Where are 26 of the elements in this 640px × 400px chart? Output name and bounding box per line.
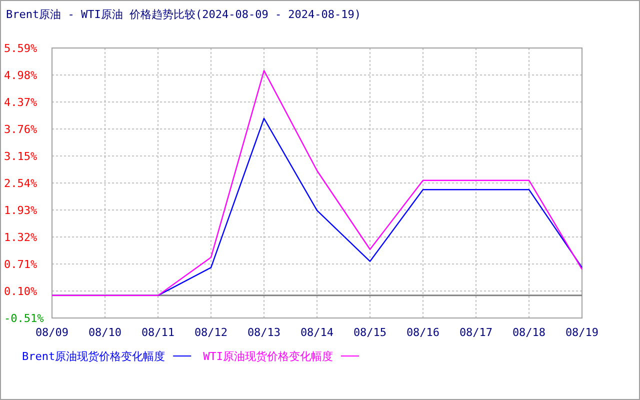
x-tick-label: 08/14 bbox=[300, 326, 334, 339]
x-tick-label: 08/16 bbox=[406, 326, 440, 339]
y-tick-label: 1.32% bbox=[4, 231, 38, 244]
x-tick-label: 08/19 bbox=[565, 326, 599, 339]
line-series bbox=[51, 70, 583, 296]
x-tick-label: 08/11 bbox=[141, 326, 175, 339]
x-tick-label: 08/15 bbox=[353, 326, 387, 339]
x-tick-label: 08/12 bbox=[194, 326, 228, 339]
legend-label: WTI原油现货价格变化幅度 bbox=[203, 350, 333, 363]
y-tick-label: -0.51% bbox=[4, 312, 44, 325]
x-tick-label: 08/17 bbox=[459, 326, 493, 339]
x-tick-label: 08/18 bbox=[512, 326, 546, 339]
x-tick-label: 08/13 bbox=[247, 326, 281, 339]
y-tick-label: 3.76% bbox=[4, 123, 38, 136]
y-tick-label: 5.59% bbox=[4, 42, 38, 55]
chart-title: Brent原油 - WTI原油 价格趋势比较(2024-08-09 - 2024-08-19) bbox=[6, 8, 362, 21]
legend-label: Brent原油现货价格变化幅度 bbox=[22, 350, 166, 363]
x-tick-label: 08/10 bbox=[88, 326, 122, 339]
y-tick-label: 2.54% bbox=[4, 177, 38, 190]
y-tick-label: 0.10% bbox=[4, 285, 38, 298]
y-tick-label: 0.71% bbox=[4, 258, 38, 271]
y-tick-label: 4.98% bbox=[4, 69, 38, 82]
y-tick-label: 1.93% bbox=[4, 204, 38, 217]
y-tick-label: 3.15% bbox=[4, 150, 38, 163]
x-tick-label: 08/09 bbox=[35, 326, 69, 339]
y-tick-label: 4.37% bbox=[4, 96, 38, 109]
